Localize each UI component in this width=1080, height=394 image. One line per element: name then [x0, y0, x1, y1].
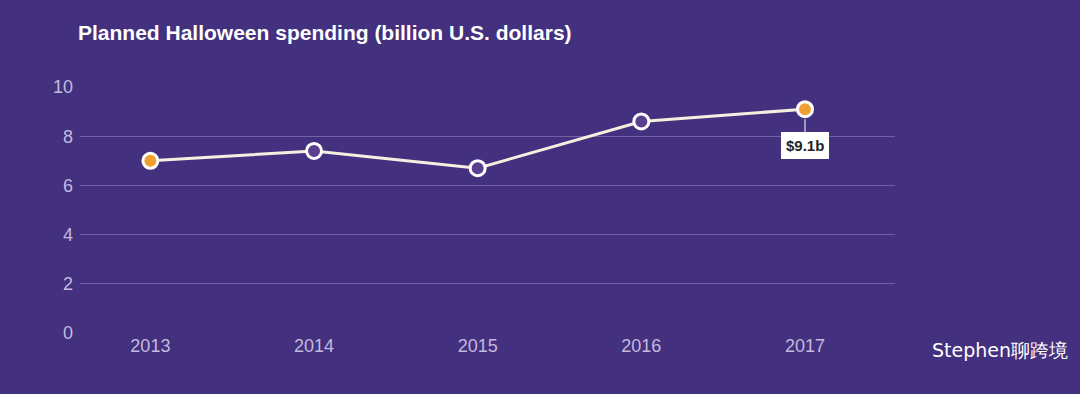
svg-text:2017: 2017	[785, 336, 825, 356]
svg-text:Planned Halloween spending (bi: Planned Halloween spending (billion U.S.…	[78, 21, 572, 44]
svg-text:0: 0	[63, 323, 73, 343]
svg-text:2: 2	[63, 274, 73, 294]
svg-text:10: 10	[53, 77, 73, 97]
svg-text:2016: 2016	[621, 336, 661, 356]
svg-text:$9.1b: $9.1b	[786, 137, 824, 154]
svg-text:Stephen聊跨境: Stephen聊跨境	[932, 339, 1068, 361]
svg-text:6: 6	[63, 176, 73, 196]
svg-text:2014: 2014	[294, 336, 334, 356]
svg-text:4: 4	[63, 225, 73, 245]
svg-text:2015: 2015	[458, 336, 498, 356]
svg-text:8: 8	[63, 127, 73, 147]
svg-text:2013: 2013	[130, 336, 170, 356]
